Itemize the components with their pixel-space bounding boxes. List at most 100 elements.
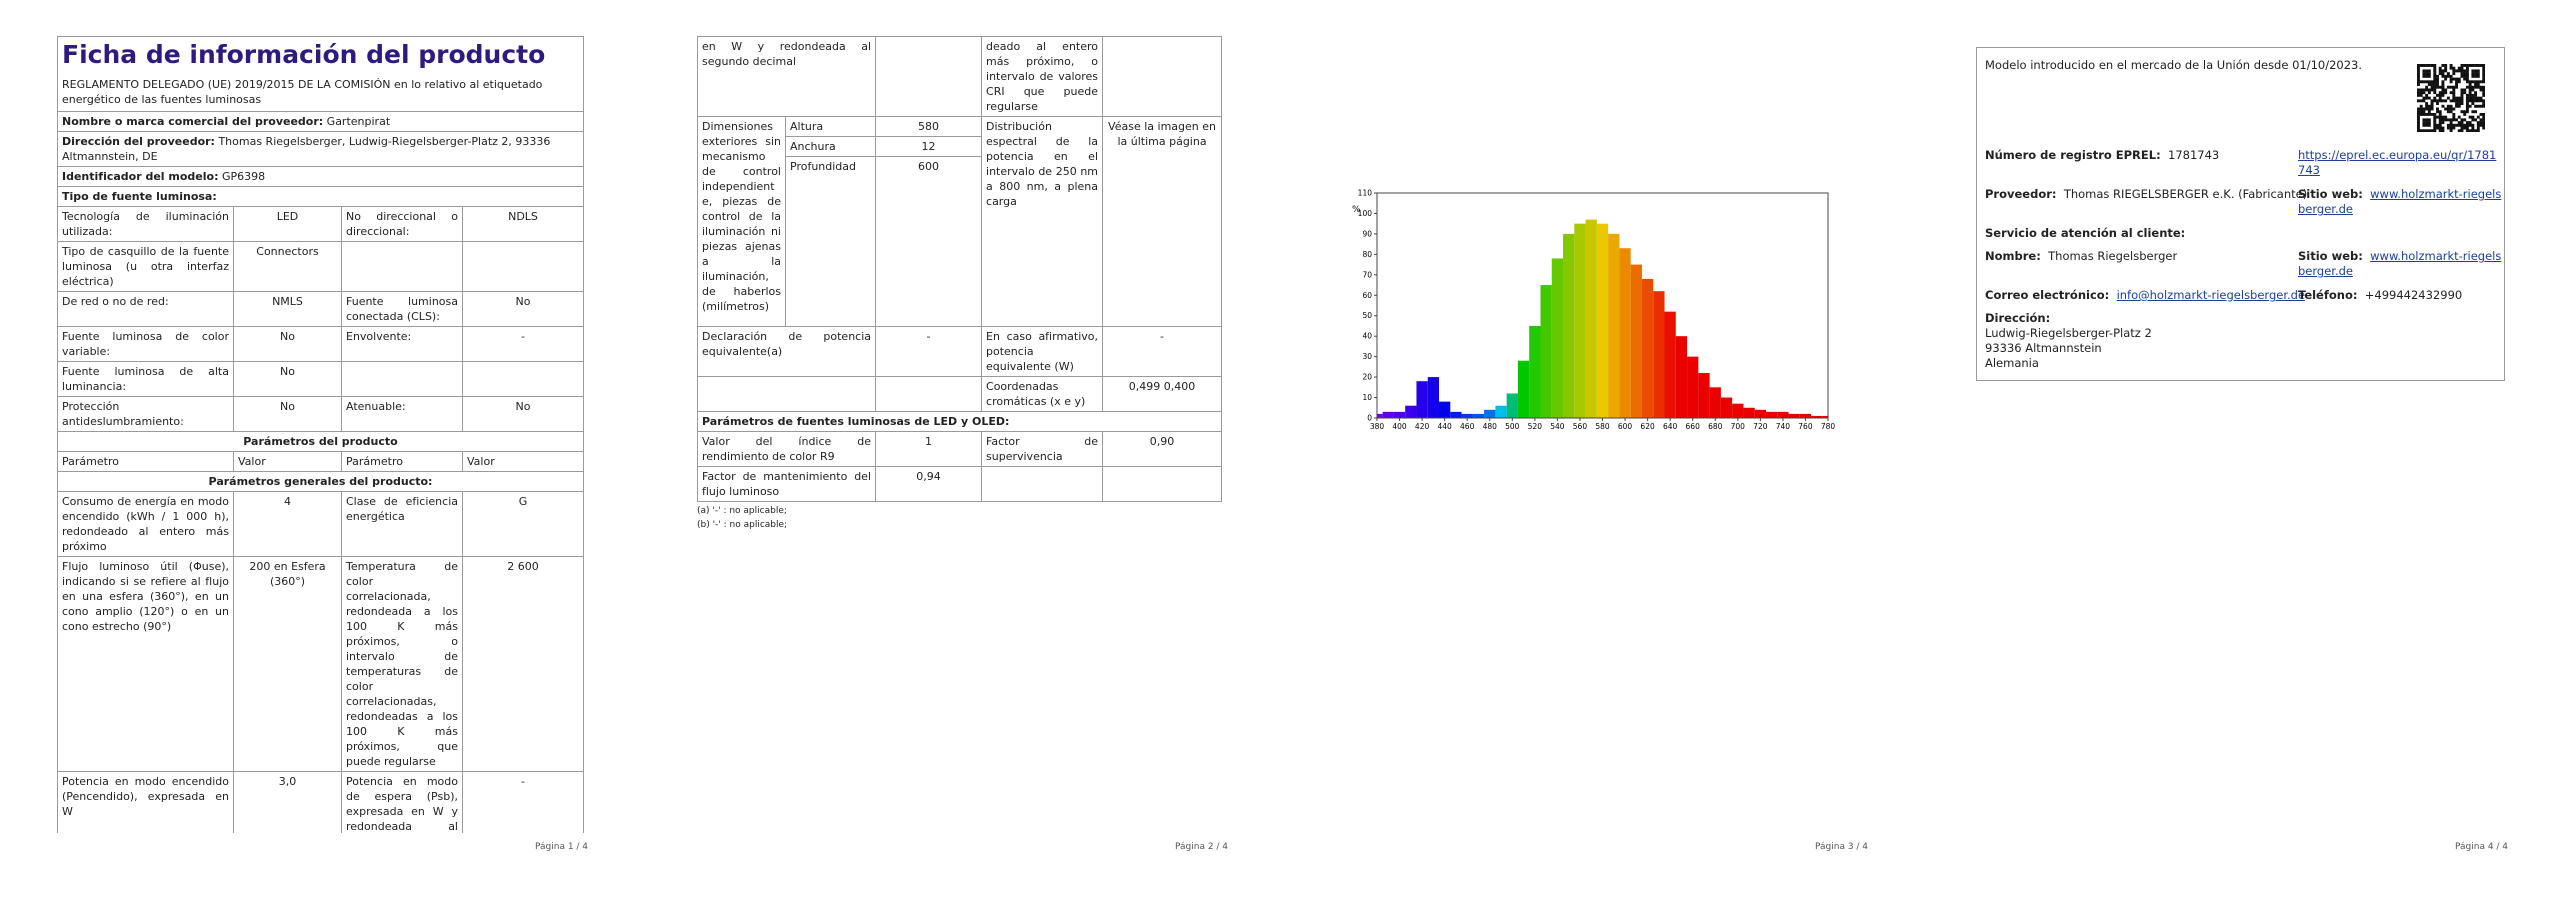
qr-module — [2452, 115, 2456, 119]
value: Thomas Riegelsberger — [2048, 249, 2178, 263]
label: Sitio web: — [2298, 249, 2363, 263]
qr-module — [2471, 85, 2475, 89]
qr-module — [2482, 118, 2485, 122]
x-tick-label: 400 — [1392, 422, 1407, 431]
link[interactable]: info@holzmarkt-riegelsberger.de — [2116, 288, 2306, 302]
dimension-name: Altura — [784, 116, 877, 137]
value-cell: 4 — [233, 491, 342, 557]
qr-module — [2433, 88, 2437, 92]
label-cell: En caso afirmativo, potencia equivalente… — [981, 326, 1104, 377]
table-row: Protección antideslumbramiento: No Atenuab… — [57, 396, 584, 432]
qr-module — [2457, 99, 2461, 103]
qr-module — [2482, 112, 2485, 116]
qr-module — [2449, 123, 2453, 127]
link[interactable]: https://eprel.ec.europa.eu/qr/1781743 — [2298, 148, 2497, 177]
qr-module — [2482, 72, 2485, 76]
header-cell: Parámetro — [57, 451, 234, 472]
qr-module — [2438, 85, 2442, 89]
qr-module — [2460, 74, 2464, 78]
spectrum-bar — [1765, 411, 1778, 418]
y-tick-label: 30 — [1362, 352, 1372, 361]
qr-module — [2446, 104, 2450, 108]
qr-module — [2441, 64, 2445, 67]
qr-module — [2455, 83, 2458, 86]
qr-module — [2460, 66, 2464, 70]
qr-module — [2460, 121, 2464, 125]
label-cell: Protección antideslumbramiento: — [57, 396, 234, 432]
qr-module — [2433, 112, 2437, 116]
table-row: Valor del índice de rendimiento de color… — [696, 431, 1223, 467]
spectrum-bar — [1675, 336, 1688, 418]
qr-module — [2468, 88, 2472, 92]
qr-module — [2441, 129, 2445, 132]
table-row: en W y redondeada al segundo decimal dead… — [696, 36, 1223, 117]
qr-module — [2419, 129, 2423, 132]
qr-module — [2433, 123, 2437, 127]
spectrum-bar — [1799, 413, 1812, 418]
footnotes: (a) '-' : no aplicable; (b) '-' : no apli… — [697, 504, 787, 532]
spectrum-bar — [1608, 233, 1620, 418]
label-cell: Valor del índice de rendimiento de color… — [696, 431, 877, 467]
spectrum-bar — [1619, 248, 1631, 418]
x-tick-label: 620 — [1640, 422, 1655, 431]
qr-module — [2457, 129, 2461, 132]
page-3: 380 400 420 440 460 480 500 520 540 560 580 600 620 6… — [1280, 0, 1920, 905]
qr-module — [2438, 129, 2442, 132]
qr-module — [2419, 88, 2423, 92]
qr-module — [2471, 99, 2475, 103]
qr-module — [2446, 72, 2450, 76]
qr-module — [2425, 74, 2429, 78]
qr-module — [2422, 74, 2426, 78]
value-cell: NDLS — [462, 206, 584, 242]
label-cell — [341, 361, 463, 397]
qr-module — [2419, 104, 2423, 108]
title: Ficha de información del producto — [62, 40, 546, 69]
qr-module — [2427, 112, 2431, 116]
qr-module — [2452, 88, 2456, 92]
link[interactable]: www.holzmarkt-riegelsberger.de — [2298, 187, 2502, 216]
spectrum-bar — [1517, 360, 1530, 418]
qr-module — [2465, 66, 2469, 70]
qr-module — [2482, 69, 2485, 73]
qr-module — [2463, 110, 2467, 114]
qr-module — [2452, 126, 2456, 130]
qr-module — [2465, 110, 2469, 114]
qr-module — [2449, 91, 2453, 95]
field-label: Dirección del proveedor: — [62, 135, 215, 148]
qr-module — [2425, 112, 2429, 116]
qr-module — [2457, 69, 2461, 73]
qr-module — [2482, 74, 2485, 78]
label-cell — [696, 376, 877, 412]
spectrum-bar — [1732, 403, 1744, 418]
qr-module — [2455, 102, 2458, 105]
qr-module — [2417, 126, 2420, 130]
field-cell: Nombre o marca comercial del proveedor: … — [57, 111, 584, 132]
qr-module — [2425, 129, 2429, 132]
qr-module — [2465, 64, 2469, 67]
qr-module — [2465, 121, 2469, 125]
table: Ficha de información del producto REGLAME… — [57, 36, 584, 833]
section-row: Parámetros de fuentes luminosas de LED y… — [696, 411, 1223, 432]
field-label: Identificador del modelo: — [62, 170, 219, 183]
qr-module — [2482, 93, 2485, 97]
spectrum-bar — [1641, 278, 1654, 418]
table-row: Potencia en modo encendido (Pencendido),… — [57, 771, 584, 833]
qr-module — [2430, 64, 2434, 67]
qr-module — [2463, 69, 2467, 73]
title-cell: Ficha de información del producto REGLAME… — [57, 36, 584, 112]
qr-module — [2476, 64, 2480, 67]
qr-module — [2460, 72, 2464, 76]
contact-web: Sitio web: www.holzmarkt-riegelsberger.d… — [2298, 249, 2503, 279]
qr-module — [2449, 85, 2453, 89]
label: Número de registro EPREL: — [1985, 148, 2161, 162]
dimension-value: 600 — [875, 156, 983, 327]
qr-module — [2460, 126, 2464, 130]
qr-module — [2482, 77, 2485, 81]
qr-module — [2452, 112, 2456, 116]
qr-module — [2474, 64, 2478, 67]
qr-module — [2471, 102, 2475, 105]
link[interactable]: www.holzmarkt-riegelsberger.de — [2298, 249, 2502, 278]
qr-module — [2438, 99, 2442, 103]
qr-module — [2482, 102, 2485, 105]
spectrum-bar — [1743, 407, 1755, 418]
